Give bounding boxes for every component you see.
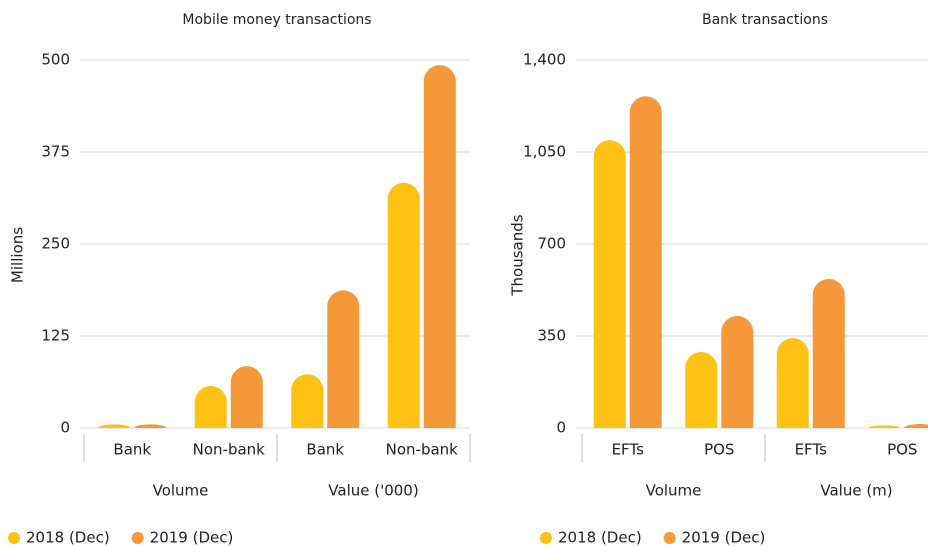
bar — [812, 278, 845, 428]
legend-swatch — [131, 532, 144, 544]
x-tick-label: POS — [704, 441, 734, 459]
bar — [387, 182, 420, 428]
y-tick-label: 700 — [537, 235, 566, 253]
legend-swatch — [663, 532, 676, 544]
group-label: Value ('000) — [328, 482, 418, 500]
group-label: Volume — [153, 482, 209, 500]
y-axis-title: Thousands — [509, 214, 527, 296]
x-tick-label: Non-bank — [386, 441, 459, 459]
legend-swatch — [540, 532, 552, 544]
x-tick-label: POS — [887, 441, 917, 459]
y-tick-label: 125 — [41, 327, 70, 345]
bar — [134, 424, 167, 428]
legend-label: 2019 (Dec) — [682, 529, 766, 547]
bar — [904, 424, 928, 428]
x-tick-label: Non-bank — [193, 441, 266, 459]
y-tick-label: 250 — [41, 235, 70, 253]
group-label: Value (m) — [820, 482, 892, 500]
bar — [423, 65, 456, 428]
legend-swatch — [8, 532, 20, 544]
chart-title: Mobile money transactions — [182, 12, 371, 28]
y-tick-label: 1,050 — [523, 143, 566, 161]
y-tick-label: 1,400 — [523, 51, 566, 69]
bar — [776, 338, 809, 428]
legend-label: 2019 (Dec) — [150, 529, 234, 547]
bar — [868, 425, 901, 428]
x-tick-label: EFTs — [612, 441, 645, 459]
y-tick-label: 350 — [537, 327, 566, 345]
legend-label: 2018 (Dec) — [26, 529, 110, 547]
legend-label: 2018 (Dec) — [558, 529, 642, 547]
bar — [629, 96, 662, 428]
y-tick-label: 500 — [41, 51, 70, 69]
bar — [194, 386, 227, 428]
y-tick-label: 0 — [60, 419, 70, 437]
x-tick-label: Bank — [306, 441, 344, 459]
bar — [98, 424, 131, 428]
bar — [291, 374, 324, 428]
bar — [327, 290, 360, 428]
bar — [593, 140, 626, 428]
chart-title: Bank transactions — [702, 12, 828, 28]
y-axis-title: Millions — [9, 227, 27, 283]
group-label: Volume — [646, 482, 702, 500]
x-tick-label: Bank — [113, 441, 151, 459]
bar — [230, 366, 263, 428]
bar — [721, 316, 754, 428]
x-tick-label: EFTs — [795, 441, 828, 459]
y-tick-label: 375 — [41, 143, 70, 161]
bar — [685, 352, 718, 428]
y-tick-label: 0 — [556, 419, 566, 437]
